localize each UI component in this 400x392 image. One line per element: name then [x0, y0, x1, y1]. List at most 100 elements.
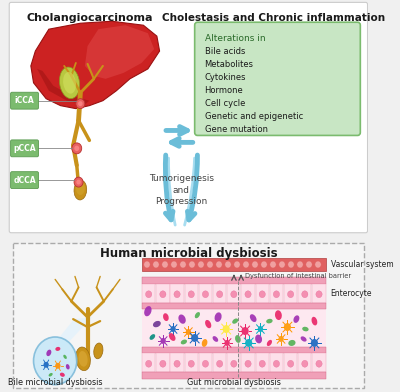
- Text: Vascular system: Vascular system: [331, 260, 393, 269]
- Ellipse shape: [74, 180, 87, 200]
- Ellipse shape: [46, 350, 51, 356]
- Circle shape: [273, 291, 280, 298]
- Text: Progression: Progression: [155, 198, 207, 207]
- Ellipse shape: [144, 306, 152, 316]
- Bar: [142, 372, 326, 379]
- Circle shape: [302, 360, 308, 367]
- Ellipse shape: [66, 364, 70, 370]
- Text: Human microbial dysbiosis: Human microbial dysbiosis: [100, 247, 277, 260]
- Circle shape: [245, 360, 251, 367]
- Circle shape: [78, 101, 83, 106]
- Ellipse shape: [169, 333, 176, 341]
- Ellipse shape: [60, 373, 65, 377]
- Circle shape: [160, 291, 166, 298]
- FancyBboxPatch shape: [195, 22, 360, 135]
- Circle shape: [278, 336, 284, 342]
- Circle shape: [259, 291, 265, 298]
- Ellipse shape: [302, 327, 309, 331]
- Circle shape: [297, 261, 303, 268]
- Text: Cholestasis and Chronic inflammation: Cholestasis and Chronic inflammation: [162, 13, 386, 23]
- Text: Dysfunction of intestinal barrier: Dysfunction of intestinal barrier: [245, 274, 351, 279]
- Circle shape: [234, 261, 240, 268]
- Text: Enterocyte: Enterocyte: [331, 289, 372, 298]
- Bar: [142, 284, 155, 303]
- Circle shape: [146, 360, 152, 367]
- Bar: [142, 309, 326, 347]
- Bar: [185, 353, 198, 372]
- Text: dCCA: dCCA: [13, 176, 36, 185]
- Text: Alterations in: Alterations in: [204, 34, 265, 43]
- Circle shape: [288, 291, 294, 298]
- Ellipse shape: [49, 373, 53, 376]
- Circle shape: [160, 338, 166, 344]
- Circle shape: [44, 362, 49, 368]
- Polygon shape: [52, 317, 92, 347]
- Bar: [185, 284, 198, 303]
- Bar: [170, 353, 184, 372]
- Circle shape: [311, 339, 318, 347]
- FancyBboxPatch shape: [10, 172, 38, 189]
- Polygon shape: [37, 69, 89, 105]
- Bar: [298, 284, 312, 303]
- Circle shape: [288, 261, 294, 268]
- Bar: [284, 353, 297, 372]
- Ellipse shape: [78, 351, 88, 367]
- Circle shape: [288, 360, 294, 367]
- Text: iCCA: iCCA: [15, 96, 34, 105]
- Bar: [284, 284, 297, 303]
- Circle shape: [245, 291, 251, 298]
- Bar: [270, 353, 283, 372]
- Ellipse shape: [214, 312, 222, 322]
- Text: Tumorigenesis: Tumorigenesis: [149, 174, 214, 183]
- FancyBboxPatch shape: [10, 140, 38, 157]
- Bar: [213, 353, 226, 372]
- Circle shape: [144, 261, 150, 268]
- Text: and: and: [173, 185, 190, 194]
- Circle shape: [216, 360, 223, 367]
- Ellipse shape: [275, 310, 282, 320]
- Bar: [256, 284, 269, 303]
- Circle shape: [162, 261, 168, 268]
- Bar: [170, 284, 184, 303]
- Circle shape: [259, 360, 265, 367]
- Text: Cholangiocarcinoma: Cholangiocarcinoma: [26, 13, 153, 23]
- Bar: [241, 284, 255, 303]
- Ellipse shape: [267, 340, 272, 346]
- Bar: [13, 243, 364, 388]
- Circle shape: [76, 180, 81, 185]
- Polygon shape: [31, 21, 160, 109]
- Bar: [156, 353, 170, 372]
- Circle shape: [306, 261, 312, 268]
- Circle shape: [224, 340, 230, 346]
- Circle shape: [245, 339, 252, 347]
- Bar: [312, 284, 326, 303]
- Ellipse shape: [76, 181, 85, 195]
- Bar: [270, 284, 283, 303]
- Circle shape: [202, 360, 208, 367]
- Bar: [298, 353, 312, 372]
- Circle shape: [302, 291, 308, 298]
- Bar: [156, 284, 170, 303]
- Circle shape: [146, 291, 152, 298]
- Ellipse shape: [205, 320, 211, 328]
- Text: pCCA: pCCA: [13, 144, 36, 153]
- Bar: [142, 303, 326, 309]
- Circle shape: [160, 360, 166, 367]
- Circle shape: [198, 261, 204, 268]
- Ellipse shape: [63, 355, 67, 359]
- Ellipse shape: [150, 334, 155, 340]
- Circle shape: [191, 334, 198, 342]
- Bar: [142, 258, 326, 272]
- Text: Bile acids: Bile acids: [204, 47, 245, 56]
- Circle shape: [153, 261, 159, 268]
- Circle shape: [74, 145, 79, 151]
- Circle shape: [261, 261, 267, 268]
- Ellipse shape: [212, 336, 218, 342]
- Ellipse shape: [178, 314, 186, 324]
- Ellipse shape: [301, 336, 306, 341]
- Circle shape: [186, 329, 191, 335]
- Bar: [142, 278, 326, 284]
- Circle shape: [34, 337, 77, 385]
- Text: Gene mutation: Gene mutation: [204, 125, 268, 134]
- Circle shape: [170, 326, 176, 332]
